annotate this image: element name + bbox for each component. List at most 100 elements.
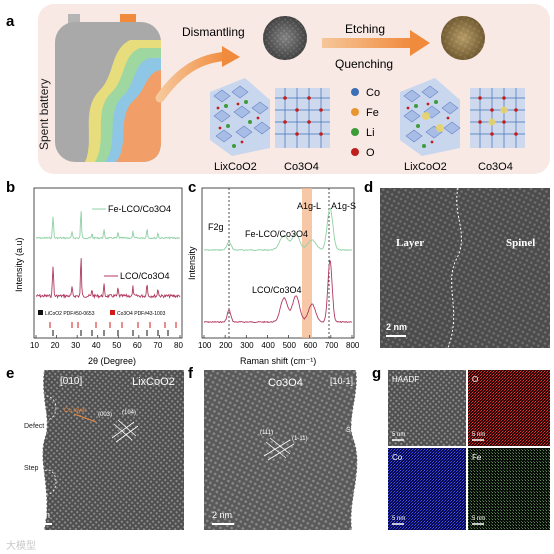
x-tick-label: 60 bbox=[133, 341, 142, 350]
legend-li: Li bbox=[366, 127, 375, 139]
lattice-fringe-marks-e bbox=[111, 419, 139, 443]
lattice-fringe-marks-f bbox=[263, 437, 295, 461]
co-legend-icon bbox=[351, 88, 359, 96]
x-tick-label: 50 bbox=[112, 341, 121, 350]
scale-iron: 5 nm bbox=[472, 516, 485, 522]
panel-b-series-lco: LCO/Co3O4 bbox=[120, 271, 170, 281]
panel-e-letter: e bbox=[6, 365, 14, 382]
quenching-label: Quenching bbox=[335, 57, 393, 71]
x-tick-label: 700 bbox=[325, 341, 339, 350]
process-arrow-icon bbox=[322, 38, 412, 48]
plane-003-label: (003) bbox=[98, 412, 112, 418]
licoo2-reference-ticks bbox=[52, 330, 169, 336]
iron-label: Fe bbox=[472, 453, 482, 462]
step-label-f: Step bbox=[346, 427, 361, 434]
stem-image-d bbox=[380, 188, 550, 348]
layer-label: Layer bbox=[396, 237, 424, 249]
panel-c-xlabel: Raman shift (cm⁻¹) bbox=[240, 356, 316, 366]
lixcoo2-structure-right bbox=[400, 78, 461, 156]
phase-label-e: LixCoO2 bbox=[132, 376, 175, 388]
panel-b-series-fe: Fe-LCO/Co3O4 bbox=[108, 204, 171, 214]
element-legend: Co Fe Li O bbox=[351, 87, 380, 159]
co-layer-pointer-icon bbox=[73, 413, 97, 423]
a1g-s-label: A1g-S bbox=[331, 201, 356, 211]
dismantling-label: Dismantling bbox=[182, 25, 245, 39]
co3o4-reference-ticks bbox=[49, 322, 177, 328]
plane-104-label: (104) bbox=[122, 410, 136, 416]
co3o4-structure-left bbox=[275, 88, 330, 148]
a1g-l-label: A1g-L bbox=[297, 201, 321, 211]
x-tick-label: 500 bbox=[283, 341, 297, 350]
curved-arrow-icon bbox=[155, 51, 233, 103]
x-tick-label: 70 bbox=[153, 341, 162, 350]
panel-f: f Co3O4 [10-1] (111) (1-11) Step 2 nm bbox=[188, 365, 370, 531]
interface-boundary-line bbox=[447, 187, 462, 349]
process-arrow-head-icon bbox=[410, 30, 430, 56]
co-layer-label: Co layer bbox=[64, 408, 86, 414]
co3o4-structure-right bbox=[470, 88, 525, 148]
x-tick-label: 80 bbox=[174, 341, 183, 350]
stem-image-e bbox=[22, 370, 184, 530]
panel-b-ylabel: Intensity (a.u) bbox=[14, 237, 24, 292]
scale-label-d: 2 nm bbox=[386, 322, 407, 332]
plane-111-label: (111) bbox=[260, 430, 273, 436]
lco-raman-line bbox=[203, 259, 353, 324]
etching-label: Etching bbox=[345, 22, 385, 36]
legend-fe: Fe bbox=[366, 107, 379, 119]
cobalt-label: Co bbox=[392, 453, 403, 462]
x-tick-label: 600 bbox=[304, 341, 318, 350]
panel-d-letter: d bbox=[364, 179, 373, 196]
x-tick-label: 400 bbox=[261, 341, 275, 350]
panel-b-frame bbox=[33, 187, 183, 339]
x-tick-label: 200 bbox=[219, 341, 233, 350]
surface-boundary-e bbox=[41, 369, 48, 531]
f2g-label: F2g bbox=[208, 222, 224, 232]
panel-c-frame bbox=[201, 187, 355, 339]
panel-a: a Spent battery Dismantling Etching Quen… bbox=[6, 4, 550, 174]
zone-axis-f: [10-1] bbox=[330, 376, 353, 386]
co3o4-label-right: Co3O4 bbox=[478, 161, 513, 173]
x-tick-label: 10 bbox=[30, 341, 39, 350]
fe-legend-icon bbox=[351, 108, 359, 116]
legend-o: O bbox=[366, 147, 375, 159]
step-circle-icon bbox=[39, 469, 57, 495]
lco-xrd-line bbox=[35, 258, 181, 300]
scale-label-f: 2 nm bbox=[212, 510, 232, 520]
x-tick-label: 300 bbox=[240, 341, 254, 350]
licoo2-ref-label: LiCoO2 PDF#50-0653 bbox=[45, 311, 95, 317]
co3o4-ref-label: Co3O4 PDF#43-1003 bbox=[117, 311, 166, 317]
x-tick-label: 20 bbox=[51, 341, 60, 350]
spinel-label: Spinel bbox=[506, 237, 535, 249]
co3o4-ref-icon bbox=[110, 310, 115, 315]
x-tick-label: 30 bbox=[71, 341, 80, 350]
plane-1-11-label: (1-11) bbox=[292, 436, 308, 442]
scale-label-e: 2 nm bbox=[30, 510, 50, 520]
x-tick-label: 800 bbox=[346, 341, 360, 350]
panel-b-letter: b bbox=[6, 179, 15, 196]
panel-a-letter: a bbox=[6, 13, 15, 30]
panel-c-letter: c bbox=[188, 179, 196, 196]
o-legend-icon bbox=[351, 148, 359, 156]
lixcoo2-label-left: LixCoO2 bbox=[214, 161, 257, 173]
battery-label: Spent battery bbox=[37, 79, 51, 150]
panel-e: e [010] LixCoO2 Co layer (003) (104) Def… bbox=[6, 365, 184, 531]
fe-lco-raman-line bbox=[203, 207, 353, 252]
oxygen-label: O bbox=[472, 375, 478, 384]
panel-c-ylabel: Intensity bbox=[187, 246, 197, 280]
oxygen-map-image bbox=[468, 370, 550, 446]
panel-c-series-lco: LCO/Co3O4 bbox=[252, 285, 302, 295]
stem-image-f bbox=[204, 370, 370, 530]
x-tick-label: 40 bbox=[92, 341, 101, 350]
panel-c-xticks: 100 200 300 400 500 600 700 800 bbox=[198, 335, 360, 350]
scale-haadf: 5 nm bbox=[392, 432, 405, 438]
panel-g: g HAADF O Co Fe 5 nm 5 nm 5 nm 5 nm bbox=[372, 365, 550, 530]
panel-b-xlabel: 2θ (Degree) bbox=[88, 356, 136, 366]
panel-c-series-fe: Fe-LCO/Co3O4 bbox=[245, 229, 308, 239]
curved-arrow-head-icon bbox=[222, 46, 240, 67]
li-legend-icon bbox=[351, 128, 359, 136]
x-tick-label: 100 bbox=[198, 341, 212, 350]
panel-b: b Intensity (a.u) 2θ (Degree) 10 20 30 40 50… bbox=[6, 179, 183, 366]
panel-d: d Layer Spinel 2 nm bbox=[364, 179, 550, 349]
watermark-text: 大模型 bbox=[6, 539, 36, 552]
